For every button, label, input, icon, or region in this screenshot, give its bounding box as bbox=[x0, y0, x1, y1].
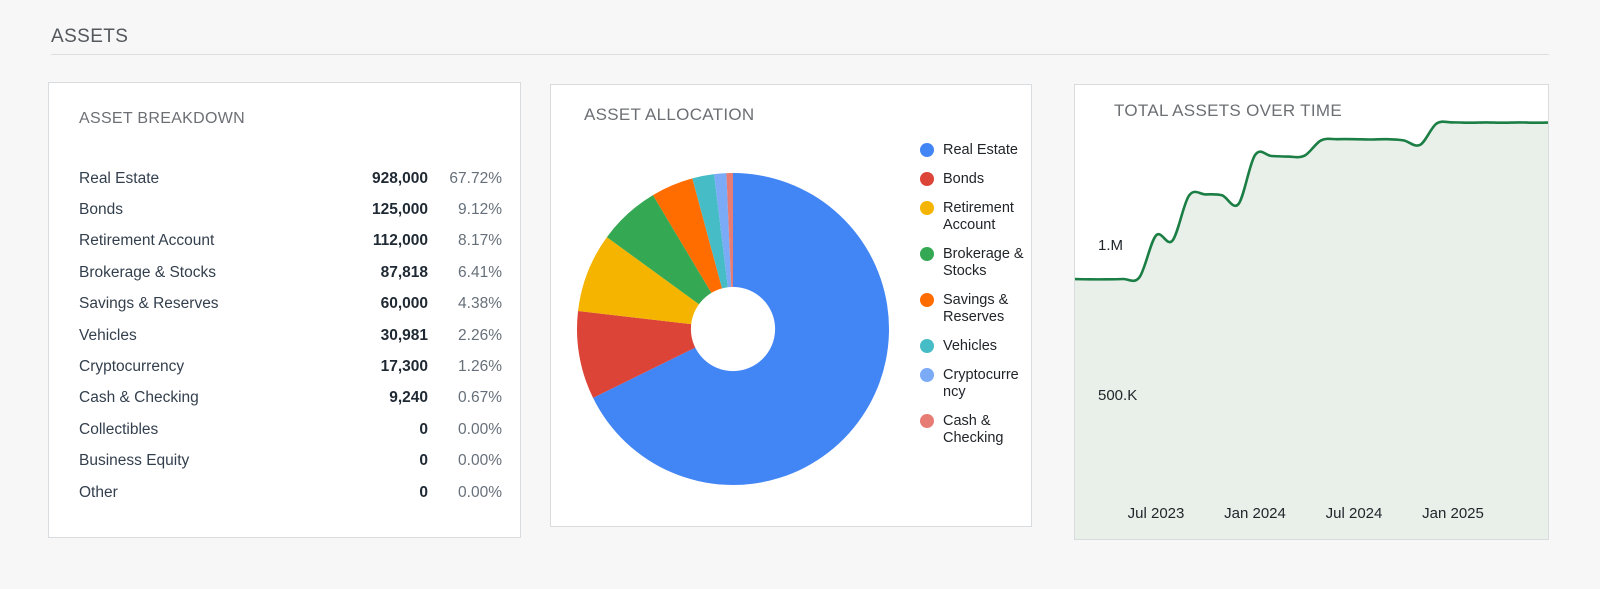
asset-value: 30,981 bbox=[380, 326, 428, 344]
legend-item: Cryptocurre ncy bbox=[920, 367, 1031, 401]
asset-percent: 67.72% bbox=[449, 169, 502, 187]
asset-percent: 2.26% bbox=[458, 326, 502, 344]
legend-item: Cash & Checking bbox=[920, 413, 1031, 447]
asset-percent: 0.00% bbox=[458, 420, 502, 438]
area-fill bbox=[1075, 121, 1548, 539]
legend-label: Vehicles bbox=[943, 338, 998, 354]
legend-label: Real Estate bbox=[943, 142, 1018, 158]
table-row: Real Estate 928,000 67.72% bbox=[79, 163, 502, 194]
asset-percent: 6.41% bbox=[458, 263, 502, 281]
asset-value: 0 bbox=[419, 420, 428, 438]
asset-name: Real Estate bbox=[79, 169, 160, 187]
legend-item: Brokerage & Stocks bbox=[920, 246, 1031, 280]
asset-name: Other bbox=[79, 483, 118, 501]
x-axis-label: Jan 2024 bbox=[1224, 505, 1286, 522]
table-row: Cryptocurrency 17,300 1.26% bbox=[79, 351, 502, 382]
asset-percent: 9.12% bbox=[458, 201, 502, 219]
donut-hole bbox=[690, 286, 776, 372]
table-row: Retirement Account 112,000 8.17% bbox=[79, 226, 502, 257]
legend-dot-icon bbox=[920, 293, 934, 307]
allocation-legend: Real Estate Bonds Retirement Account Broker… bbox=[920, 142, 1031, 447]
asset-value: 17,300 bbox=[380, 358, 428, 376]
asset-percent: 0.00% bbox=[458, 452, 502, 470]
y-axis-label: 1.M bbox=[1098, 237, 1124, 254]
table-row: Brokerage & Stocks 87,818 6.41% bbox=[79, 257, 502, 288]
asset-name: Collectibles bbox=[79, 420, 159, 438]
asset-percent: 4.38% bbox=[458, 295, 502, 313]
pie-slice-savings-reserves[interactable] bbox=[652, 178, 733, 329]
header-divider bbox=[51, 54, 1549, 55]
legend-label: Cash & Checking bbox=[943, 413, 1004, 446]
legend-dot-icon bbox=[920, 172, 934, 186]
asset-name: Bonds bbox=[79, 201, 123, 219]
y-axis-label: 500.K bbox=[1098, 387, 1138, 404]
x-axis-label: Jul 2023 bbox=[1127, 505, 1185, 522]
legend-item: Bonds bbox=[920, 171, 1031, 188]
asset-value: 9,240 bbox=[389, 389, 428, 407]
total-assets-panel: TOTAL ASSETS OVER TIME 1.M 500.K Jul 2023 J… bbox=[1074, 84, 1549, 540]
legend-dot-icon bbox=[920, 143, 934, 157]
legend-label: Bonds bbox=[943, 171, 985, 187]
asset-allocation-panel: ASSET ALLOCATION Real Estate Bonds Retirem… bbox=[550, 84, 1032, 527]
allocation-donut-chart[interactable] bbox=[551, 85, 1032, 527]
asset-percent: 1.26% bbox=[458, 358, 502, 376]
table-row: Vehicles 30,981 2.26% bbox=[79, 320, 502, 351]
asset-value: 928,000 bbox=[371, 169, 428, 187]
asset-percent: 0.67% bbox=[458, 389, 502, 407]
table-row: Collectibles 0 0.00% bbox=[79, 414, 502, 445]
asset-name: Cash & Checking bbox=[79, 389, 199, 407]
legend-label: Brokerage & Stocks bbox=[943, 246, 1024, 279]
table-row: Business Equity 0 0.00% bbox=[79, 446, 502, 477]
legend-item: Retirement Account bbox=[920, 200, 1031, 234]
asset-breakdown-panel: ASSET BREAKDOWN Real Estate 928,000 67.7… bbox=[48, 82, 521, 538]
legend-dot-icon bbox=[920, 247, 934, 261]
pie-slice-brokerage-stocks[interactable] bbox=[606, 195, 733, 329]
legend-dot-icon bbox=[920, 368, 934, 382]
legend-item: Real Estate bbox=[920, 142, 1031, 159]
table-row: Bonds 125,000 9.12% bbox=[79, 194, 502, 225]
asset-name: Retirement Account bbox=[79, 232, 215, 250]
asset-percent: 8.17% bbox=[458, 232, 502, 250]
table-row: Savings & Reserves 60,000 4.38% bbox=[79, 289, 502, 320]
legend-dot-icon bbox=[920, 201, 934, 215]
asset-value: 125,000 bbox=[371, 201, 428, 219]
table-row: Cash & Checking 9,240 0.67% bbox=[79, 383, 502, 414]
legend-item: Vehicles bbox=[920, 338, 1031, 355]
table-row: Other 0 0.00% bbox=[79, 477, 502, 508]
asset-percent: 0.00% bbox=[458, 483, 502, 501]
asset-value: 87,818 bbox=[380, 263, 428, 281]
asset-name: Cryptocurrency bbox=[79, 358, 185, 376]
legend-item: Savings & Reserves bbox=[920, 292, 1031, 326]
asset-name: Savings & Reserves bbox=[79, 295, 219, 313]
asset-name: Business Equity bbox=[79, 452, 190, 470]
asset-value: 112,000 bbox=[372, 232, 428, 250]
asset-name: Brokerage & Stocks bbox=[79, 263, 216, 281]
asset-name: Vehicles bbox=[79, 326, 137, 344]
total-assets-title: TOTAL ASSETS OVER TIME bbox=[1114, 101, 1342, 120]
breakdown-rows: Real Estate 928,000 67.72% Bonds 125,000… bbox=[79, 163, 502, 508]
asset-value: 0 bbox=[419, 483, 428, 501]
legend-dot-icon bbox=[920, 414, 934, 428]
legend-label: Cryptocurre ncy bbox=[943, 367, 1019, 400]
page-title: ASSETS bbox=[51, 26, 129, 47]
total-assets-line bbox=[1075, 120, 1548, 283]
legend-dot-icon bbox=[920, 339, 934, 353]
asset-breakdown-title: ASSET BREAKDOWN bbox=[79, 110, 246, 127]
x-axis-label: Jan 2025 bbox=[1422, 505, 1484, 522]
x-axis-label: Jul 2024 bbox=[1325, 505, 1383, 522]
legend-label: Savings & Reserves bbox=[943, 292, 1009, 325]
pie-slice-retirement-account[interactable] bbox=[578, 237, 733, 329]
asset-value: 0 bbox=[419, 452, 428, 470]
asset-allocation-title: ASSET ALLOCATION bbox=[584, 105, 755, 124]
total-assets-area-chart[interactable] bbox=[1075, 85, 1548, 539]
legend-label: Retirement Account bbox=[943, 200, 1014, 233]
asset-value: 60,000 bbox=[380, 295, 428, 313]
